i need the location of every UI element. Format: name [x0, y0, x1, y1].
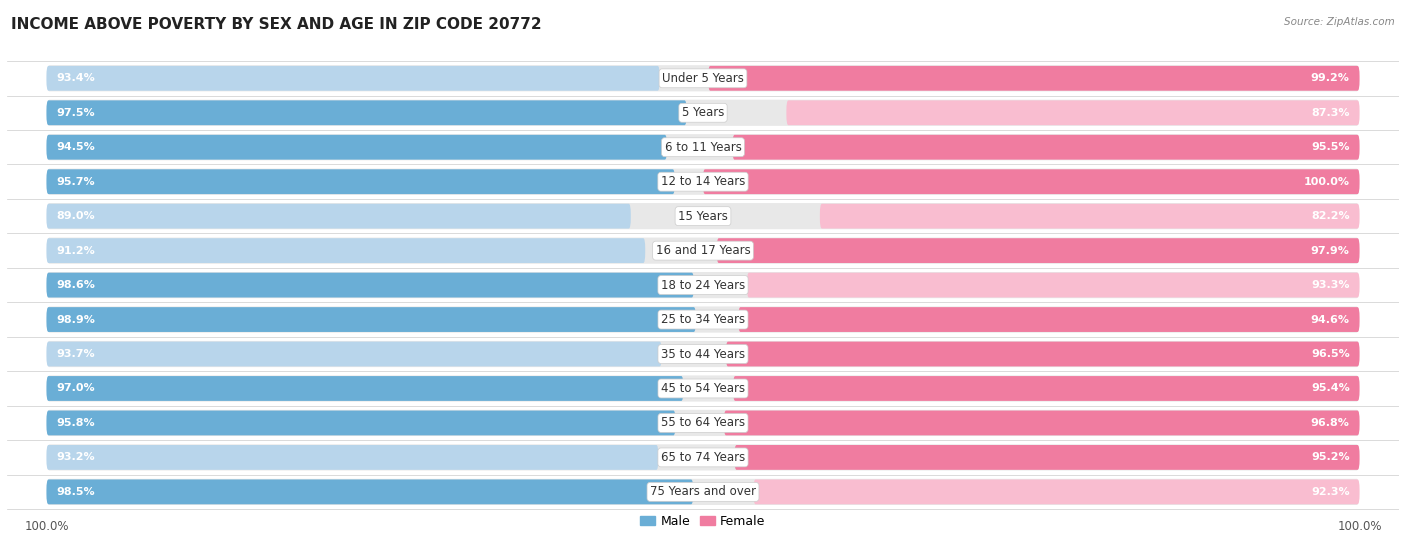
Text: 95.5%: 95.5%: [1312, 142, 1350, 152]
Text: 100.0%: 100.0%: [1303, 177, 1350, 187]
Text: 87.3%: 87.3%: [1312, 108, 1350, 118]
FancyBboxPatch shape: [703, 169, 1360, 194]
FancyBboxPatch shape: [738, 307, 1360, 332]
Text: 65 to 74 Years: 65 to 74 Years: [661, 451, 745, 464]
FancyBboxPatch shape: [46, 443, 1360, 472]
Legend: Male, Female: Male, Female: [636, 510, 770, 533]
Text: 16 and 17 Years: 16 and 17 Years: [655, 244, 751, 257]
FancyBboxPatch shape: [46, 271, 1360, 299]
FancyBboxPatch shape: [733, 135, 1360, 160]
FancyBboxPatch shape: [46, 480, 693, 504]
FancyBboxPatch shape: [46, 410, 675, 435]
Text: 93.3%: 93.3%: [1312, 280, 1350, 290]
Text: 96.5%: 96.5%: [1310, 349, 1350, 359]
Text: 91.2%: 91.2%: [56, 245, 96, 255]
Text: 95.2%: 95.2%: [1312, 452, 1350, 462]
Text: 94.6%: 94.6%: [1310, 315, 1350, 325]
FancyBboxPatch shape: [46, 307, 696, 332]
FancyBboxPatch shape: [725, 342, 1360, 367]
FancyBboxPatch shape: [46, 342, 662, 367]
Text: 89.0%: 89.0%: [56, 211, 94, 221]
FancyBboxPatch shape: [46, 168, 1360, 196]
Text: 12 to 14 Years: 12 to 14 Years: [661, 175, 745, 188]
FancyBboxPatch shape: [46, 66, 659, 91]
FancyBboxPatch shape: [46, 340, 1360, 368]
Text: 93.7%: 93.7%: [56, 349, 94, 359]
Text: 92.3%: 92.3%: [1312, 487, 1350, 497]
FancyBboxPatch shape: [46, 305, 1360, 334]
FancyBboxPatch shape: [46, 133, 1360, 162]
Text: 97.0%: 97.0%: [56, 383, 94, 394]
FancyBboxPatch shape: [786, 101, 1360, 125]
FancyBboxPatch shape: [717, 238, 1360, 263]
Text: 45 to 54 Years: 45 to 54 Years: [661, 382, 745, 395]
FancyBboxPatch shape: [46, 375, 1360, 402]
FancyBboxPatch shape: [46, 203, 631, 229]
FancyBboxPatch shape: [46, 409, 1360, 437]
FancyBboxPatch shape: [46, 236, 1360, 265]
Text: 82.2%: 82.2%: [1312, 211, 1350, 221]
FancyBboxPatch shape: [709, 66, 1360, 91]
FancyBboxPatch shape: [46, 135, 666, 160]
Text: 5 Years: 5 Years: [682, 106, 724, 119]
Text: 6 to 11 Years: 6 to 11 Years: [665, 141, 741, 154]
FancyBboxPatch shape: [46, 98, 1360, 127]
Text: 75 Years and over: 75 Years and over: [650, 485, 756, 499]
Text: 93.2%: 93.2%: [56, 452, 94, 462]
FancyBboxPatch shape: [46, 273, 693, 297]
Text: 18 to 24 Years: 18 to 24 Years: [661, 278, 745, 292]
FancyBboxPatch shape: [747, 273, 1360, 297]
Text: 95.8%: 95.8%: [56, 418, 94, 428]
FancyBboxPatch shape: [754, 480, 1360, 504]
Text: 97.5%: 97.5%: [56, 108, 94, 118]
Text: 95.4%: 95.4%: [1310, 383, 1350, 394]
Text: 99.2%: 99.2%: [1310, 73, 1350, 83]
Text: INCOME ABOVE POVERTY BY SEX AND AGE IN ZIP CODE 20772: INCOME ABOVE POVERTY BY SEX AND AGE IN Z…: [11, 17, 541, 32]
Text: 98.9%: 98.9%: [56, 315, 96, 325]
FancyBboxPatch shape: [46, 64, 1360, 92]
FancyBboxPatch shape: [46, 445, 658, 470]
Text: 95.7%: 95.7%: [56, 177, 94, 187]
FancyBboxPatch shape: [733, 376, 1360, 401]
FancyBboxPatch shape: [46, 376, 683, 401]
FancyBboxPatch shape: [724, 410, 1360, 435]
Text: 25 to 34 Years: 25 to 34 Years: [661, 313, 745, 326]
Text: Under 5 Years: Under 5 Years: [662, 72, 744, 85]
FancyBboxPatch shape: [46, 238, 645, 263]
FancyBboxPatch shape: [46, 101, 686, 125]
Text: 35 to 44 Years: 35 to 44 Years: [661, 348, 745, 361]
FancyBboxPatch shape: [46, 478, 1360, 506]
Text: 98.5%: 98.5%: [56, 487, 94, 497]
Text: 97.9%: 97.9%: [1310, 245, 1350, 255]
Text: 98.6%: 98.6%: [56, 280, 96, 290]
Text: 15 Years: 15 Years: [678, 210, 728, 222]
FancyBboxPatch shape: [46, 202, 1360, 230]
Text: Source: ZipAtlas.com: Source: ZipAtlas.com: [1284, 17, 1395, 27]
FancyBboxPatch shape: [820, 203, 1360, 229]
Text: 93.4%: 93.4%: [56, 73, 96, 83]
FancyBboxPatch shape: [734, 445, 1360, 470]
Text: 94.5%: 94.5%: [56, 142, 96, 152]
Text: 55 to 64 Years: 55 to 64 Years: [661, 416, 745, 429]
Text: 96.8%: 96.8%: [1310, 418, 1350, 428]
FancyBboxPatch shape: [46, 169, 675, 194]
